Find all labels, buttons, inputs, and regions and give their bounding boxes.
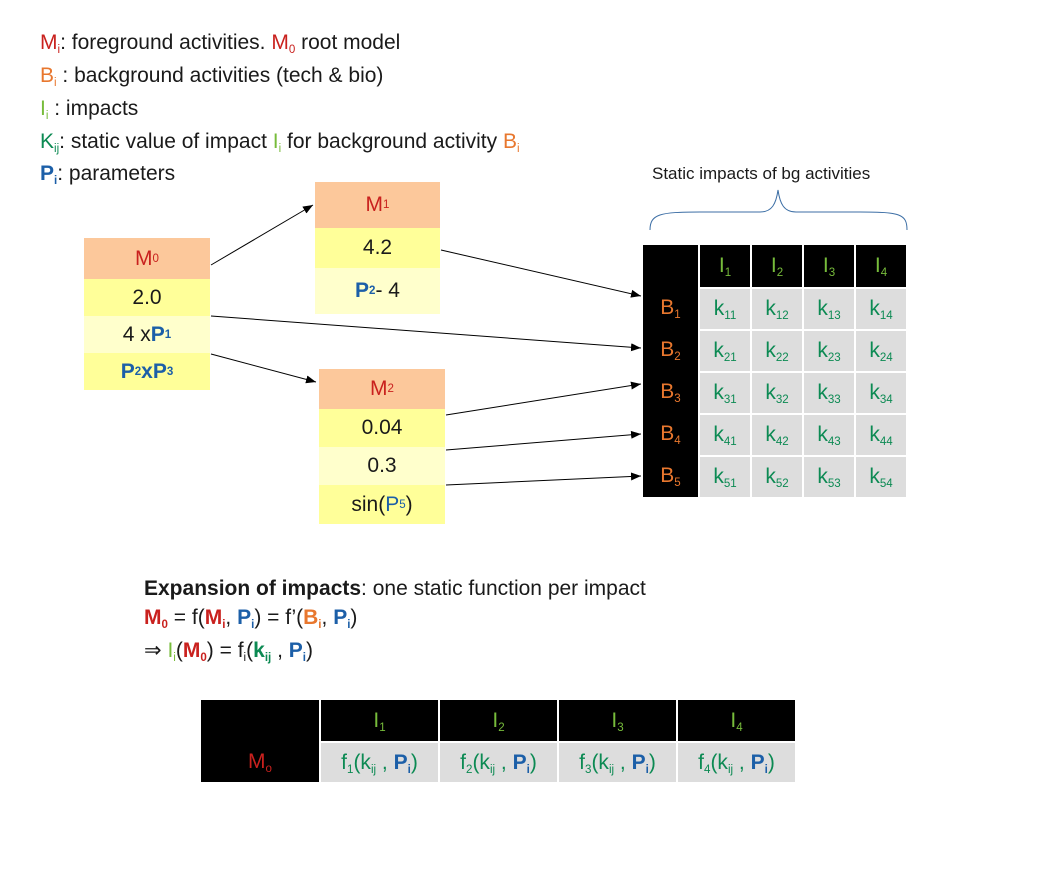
cell-k32: k32 [750,371,802,413]
legend-impacts: Ii : impacts [40,97,139,123]
cell-k14: k14 [854,287,906,329]
static-table-row-b4: B4 k41 k42 k43 k44 [643,413,906,455]
legend-models: Mi: foreground activities. M0 root model [40,31,401,57]
static-header-i2: I2 [750,245,802,287]
cell-k53: k53 [802,455,854,497]
static-table-row-b2: B2 k21 k22 k23 k24 [643,329,906,371]
static-table-row-b3: B3 k31 k32 k33 k34 [643,371,906,413]
arrow-m0-to-b2 [210,315,642,352]
static-table-corner [643,245,698,287]
cell-k22: k22 [750,329,802,371]
model-m2-value-3: sin(P 5) [319,485,445,524]
expansion-cell-f1: f1(kij , Pi) [319,741,438,782]
expansion-header-i2: I2 [438,700,557,741]
static-table-header-row: I1 I2 I3 I4 [643,245,906,287]
cell-k12: k12 [750,287,802,329]
arrow-m0-to-m1 [210,204,314,266]
expansion-header-i1: I1 [319,700,438,741]
cell-k41: k41 [698,413,750,455]
static-header-i3: I3 [802,245,854,287]
expansion-row-label: Mo [201,741,319,782]
cell-k42: k42 [750,413,802,455]
cell-k52: k52 [750,455,802,497]
cell-k13: k13 [802,287,854,329]
static-table-row-b5: B5 k51 k52 k53 k54 [643,455,906,497]
legend-background: Bi : background activities (tech & bio) [40,64,384,90]
arrow-m2-to-b4 [445,430,642,451]
expansion-equation-1: M0 = f(Mi, Pi) = f’(Bi, Pi) [144,606,358,632]
static-header-i1: I1 [698,245,750,287]
row-label-b2: B2 [643,329,698,371]
cell-k23: k23 [802,329,854,371]
cell-k24: k24 [854,329,906,371]
arrow-m0-to-m2 [210,353,317,384]
expansion-table-row-m0: Mo f1(kij , Pi) f2(kij , Pi) f3(kij , Pi… [201,741,795,782]
row-label-b3: B3 [643,371,698,413]
model-m2-value-2: 0.3 [319,447,445,485]
model-m0-value-1: 2.0 [84,279,210,316]
expansion-title: Expansion of impacts: one static functio… [144,577,646,600]
static-table-title: Static impacts of bg activities [652,164,871,183]
model-m1-value-1: 4.2 [315,228,440,268]
expansion-header-i4: I4 [676,700,795,741]
expansion-equation-2: ⇒ Ii(M0) = fi(kij , Pi) [144,639,313,665]
arrow-m2-to-b5 [445,472,642,486]
row-label-b1: B1 [643,287,698,329]
model-m2-value-1: 0.04 [319,409,445,447]
static-table-row-b1: B1 k11 k12 k13 k14 [643,287,906,329]
cell-k31: k31 [698,371,750,413]
curly-brace [649,189,908,231]
arrow-m2-to-b3 [445,381,642,416]
expansion-cell-f2: f2(kij , Pi) [438,741,557,782]
expansion-table: I1 I2 I3 I4 Mo f1(kij , Pi) f2(kij , Pi)… [201,700,795,782]
row-label-b4: B4 [643,413,698,455]
expansion-header-i3: I3 [557,700,676,741]
legend-static-values: Kij: static value of impact Ii for backg… [40,130,520,156]
cell-k43: k43 [802,413,854,455]
cell-k11: k11 [698,287,750,329]
cell-k34: k34 [854,371,906,413]
arrow-m1-to-b1 [440,249,642,298]
expansion-table-header-row: I1 I2 I3 I4 [201,700,795,741]
cell-k54: k54 [854,455,906,497]
static-header-i4: I4 [854,245,906,287]
expansion-cell-f3: f3(kij , Pi) [557,741,676,782]
cell-k21: k21 [698,329,750,371]
expansion-table-corner [201,700,319,741]
row-label-b5: B5 [643,455,698,497]
static-impacts-table: I1 I2 I3 I4 B1 k11 k12 k13 k14 B2 k21 k2… [643,245,906,497]
expansion-cell-f4: f4(kij , Pi) [676,741,795,782]
legend-parameters: Pi: parameters [40,162,176,188]
cell-k51: k51 [698,455,750,497]
cell-k44: k44 [854,413,906,455]
cell-k33: k33 [802,371,854,413]
